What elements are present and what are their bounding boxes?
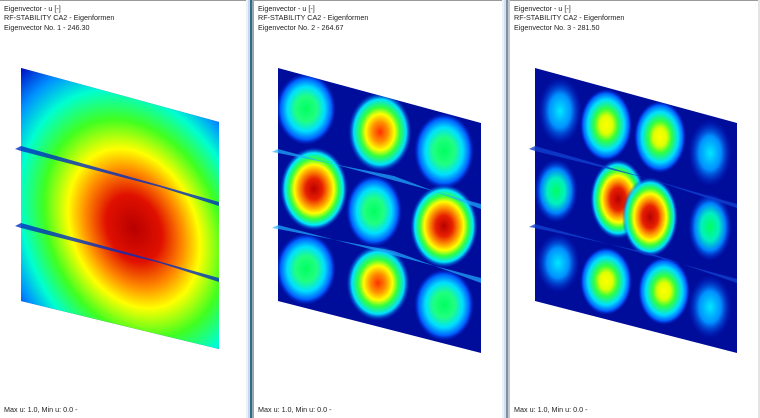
view-panel-1[interactable]: Eigenvector - u [-] RF-STABILITY CA2 - E…	[0, 1, 246, 418]
eigenvector-label: Eigenvector No. 2 - 264.67	[258, 22, 344, 32]
view-panel-2[interactable]: Eigenvector - u [-] RF-STABILITY CA2 - E…	[254, 1, 502, 418]
eigenmode-1-contour-plot	[15, 68, 219, 349]
panel-2-header: Eigenvector - u [-] RF-STABILITY CA2 - E…	[258, 4, 368, 32]
eigenvector-label: Eigenvector No. 3 - 281.50	[514, 22, 600, 32]
window-right-border	[758, 0, 760, 418]
result-type-label: Eigenvector - u [-]	[514, 4, 571, 13]
panel-splitter-2[interactable]	[502, 0, 510, 418]
panel-splitter-1[interactable]	[246, 0, 254, 418]
top-border	[0, 0, 760, 1]
eigenmode-3-contour-plot	[529, 68, 737, 353]
result-type-label: Eigenvector - u [-]	[4, 4, 61, 13]
view-panel-3[interactable]: Eigenvector - u [-] RF-STABILITY CA2 - E…	[510, 1, 758, 418]
panel-2-footer-minmax: Max u: 1.0, Min u: 0.0 -	[258, 405, 332, 414]
module-label: RF-STABILITY CA2 - Eigenformen	[258, 13, 369, 23]
panel-1-footer-minmax: Max u: 1.0, Min u: 0.0 -	[4, 405, 78, 414]
panel-3-header: Eigenvector - u [-] RF-STABILITY CA2 - E…	[514, 4, 624, 32]
panel-3-footer-minmax: Max u: 1.0, Min u: 0.0 -	[514, 405, 588, 414]
module-label: RF-STABILITY CA2 - Eigenformen	[4, 13, 115, 23]
eigenvector-label: Eigenvector No. 1 - 246.30	[4, 22, 90, 32]
result-type-label: Eigenvector - u [-]	[258, 4, 315, 13]
module-label: RF-STABILITY CA2 - Eigenformen	[514, 13, 625, 23]
panel-1-header: Eigenvector - u [-] RF-STABILITY CA2 - E…	[4, 4, 114, 32]
eigenmode-2-contour-plot	[272, 68, 481, 353]
